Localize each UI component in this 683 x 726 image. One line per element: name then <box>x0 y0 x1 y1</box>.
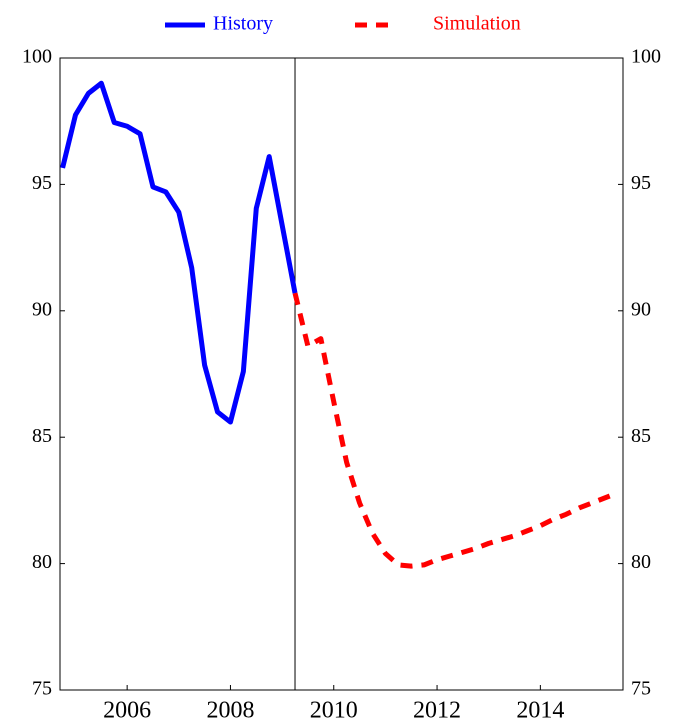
x-tick-label: 2012 <box>413 698 461 724</box>
x-tick-label: 2006 <box>103 698 151 724</box>
legend-label: History <box>213 13 273 35</box>
y-tick-label: 100 <box>22 46 52 68</box>
y-tick-label: 90 <box>32 298 52 320</box>
series-line <box>292 292 619 569</box>
y2-tick-label: 85 <box>631 425 651 447</box>
x-tick-label: 2010 <box>310 698 358 724</box>
y2-tick-label: 90 <box>631 298 651 320</box>
y2-tick-label: 100 <box>631 46 661 68</box>
plot-frame <box>59 57 624 691</box>
y2-tick-label: 80 <box>631 551 651 573</box>
x-tick-label: 2014 <box>516 698 564 724</box>
y-tick-label: 75 <box>32 678 52 700</box>
y-tick-label: 95 <box>32 172 52 194</box>
y2-tick-label: 75 <box>631 678 651 700</box>
y2-tick-label: 95 <box>631 172 651 194</box>
x-tick-label: 2008 <box>206 698 254 724</box>
series-line <box>60 80 298 425</box>
legend-label: Simulation <box>433 13 521 35</box>
y-tick-label: 80 <box>32 551 52 573</box>
y-tick-label: 85 <box>32 425 52 447</box>
